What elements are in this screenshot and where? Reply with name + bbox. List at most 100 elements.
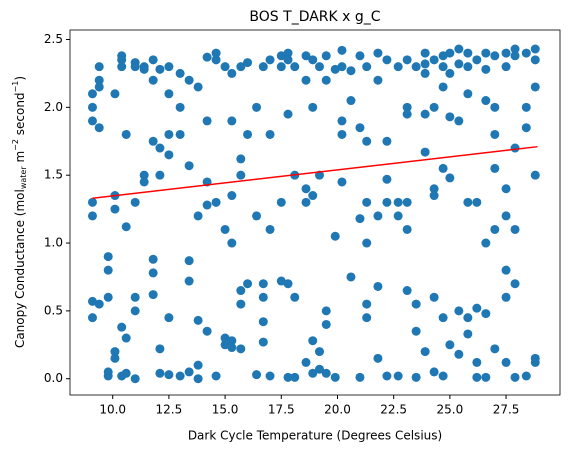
point [429,292,439,302]
point [454,349,464,359]
point [184,276,194,286]
point [445,340,455,350]
point [265,55,275,65]
point [501,265,511,275]
point [362,238,372,248]
point [110,347,120,357]
point [445,173,455,183]
point [227,68,237,78]
point [402,197,412,207]
point [175,102,185,112]
point [355,372,365,382]
point [481,96,491,106]
point [393,62,403,72]
point [530,357,540,367]
point [94,75,104,85]
point [402,109,412,119]
y-tick-label: 2.5 [44,32,63,46]
point [472,303,482,313]
point [87,102,97,112]
point [184,161,194,171]
point [290,292,300,302]
point [308,102,318,112]
point [236,154,246,164]
point [321,51,331,61]
point [164,89,174,99]
point [429,102,439,112]
point [236,170,246,180]
point [472,55,482,65]
point [130,197,140,207]
point [236,286,246,296]
point [490,344,500,354]
point [337,177,347,187]
point [355,123,365,133]
point [148,290,158,300]
point [290,62,300,72]
point [184,256,194,266]
point [382,55,392,65]
point [429,191,439,201]
point [501,211,511,221]
point [184,75,194,85]
point [283,372,293,382]
point [521,371,531,381]
point [510,372,520,382]
point [411,372,421,382]
point [301,357,311,367]
point [382,174,392,184]
point [510,279,520,289]
point [530,55,540,65]
point [121,222,131,232]
point [337,45,347,55]
point [87,296,97,306]
point [463,197,473,207]
point [164,62,174,72]
y-label-sup: −1 [11,81,20,93]
point [362,197,372,207]
point [314,347,324,357]
point [130,62,140,72]
point [308,368,318,378]
point [236,299,246,309]
point [193,211,203,221]
point [454,116,464,126]
point [481,64,491,74]
point [337,129,347,139]
point [155,344,165,354]
point [490,224,500,234]
point [501,184,511,194]
y-axis-label: Canopy Conductance (molwater m−2 second−… [11,76,28,348]
point [164,370,174,380]
point [393,197,403,207]
point [420,109,430,119]
point [155,64,165,74]
point [346,96,356,106]
point [330,231,340,241]
point [373,281,383,291]
point [337,116,347,126]
point [252,102,262,112]
point [411,62,421,72]
y-tick-label: 1.5 [44,168,63,182]
point [481,238,491,248]
point [501,292,511,302]
x-tick-label: 27.5 [493,403,520,417]
point [362,313,372,323]
point [420,347,430,357]
point [521,123,531,133]
point [110,353,120,363]
point [258,279,268,289]
point [393,211,403,221]
point [301,197,311,207]
point [481,372,491,382]
point [252,370,262,380]
point [530,170,540,180]
point [139,177,149,187]
point [103,371,113,381]
point [155,368,165,378]
point [148,268,158,278]
y-label-sub: water [19,166,28,190]
point [94,62,104,72]
point [438,51,448,61]
